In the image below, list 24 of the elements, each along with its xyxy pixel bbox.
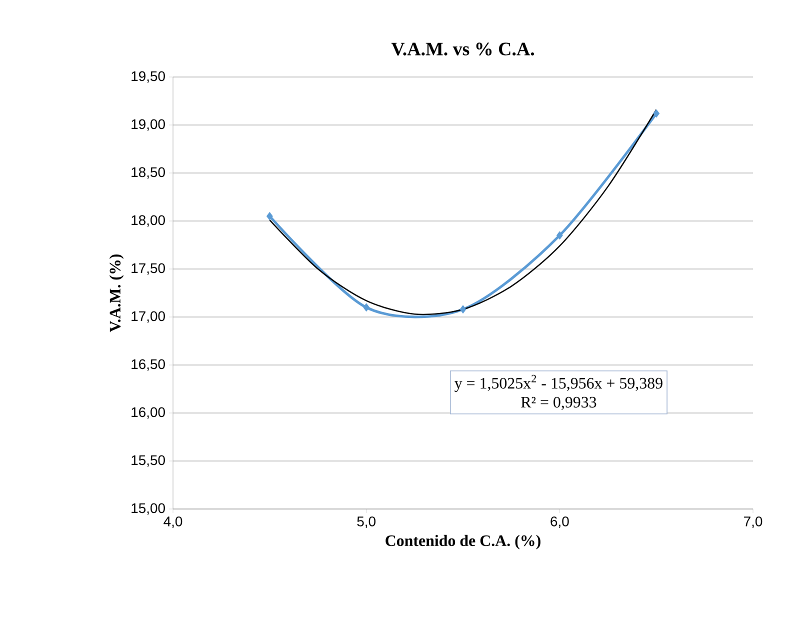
point — [363, 303, 370, 312]
point — [653, 109, 660, 118]
y-tick-label: 16,00 — [132, 407, 165, 419]
y-tick-label: 18,50 — [132, 167, 165, 179]
y-tick-label: 17,00 — [132, 311, 165, 323]
point — [266, 212, 273, 220]
point — [556, 231, 563, 240]
x-tick-label: 4,0 — [164, 516, 182, 528]
chart-title: V.A.M. vs % C.A. — [391, 42, 534, 56]
y-tick-label: 15,00 — [132, 503, 165, 515]
y-tick-label: 18,00 — [132, 215, 165, 227]
y-tick-label: 17,50 — [132, 263, 165, 275]
x-axis-title: Contenido de C.A. (%) — [386, 534, 540, 550]
y-tick-label: 15,50 — [132, 455, 165, 467]
x-tick-label: 6,0 — [550, 516, 569, 528]
point — [460, 305, 466, 314]
y-tick-label: 19,50 — [132, 71, 165, 83]
annotation: y = 1,5025x$^{2}$ - 15,956x + 59,389 — [454, 374, 662, 392]
y-axis-title: V.A.M. (%) — [109, 254, 124, 332]
y-tick-label: 19,00 — [132, 119, 165, 131]
y-tick-label: 16,50 — [132, 359, 165, 371]
x-tick-label: 5,0 — [357, 516, 376, 528]
annotation: R² = 0,9933 — [521, 396, 596, 410]
x-tick-label: 7,0 — [744, 516, 762, 528]
